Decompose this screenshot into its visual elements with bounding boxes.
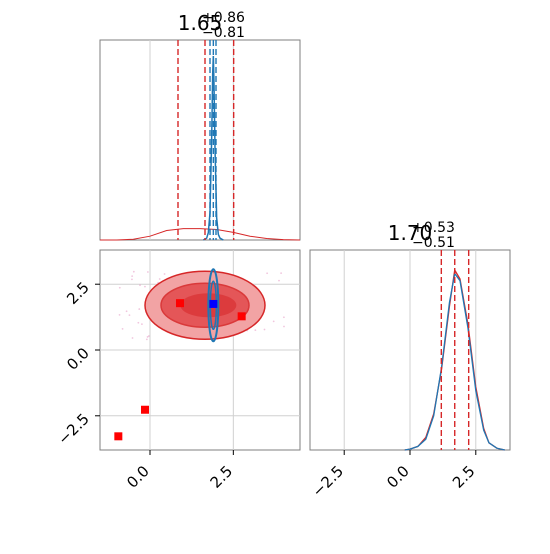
- xtick-label: 2.5: [449, 462, 479, 492]
- title-plus: +0.53: [412, 220, 455, 236]
- scatter-point: [131, 278, 133, 281]
- panel-bottom-right-marks: [404, 250, 505, 451]
- scatter-point: [131, 337, 134, 339]
- scatter-point: [121, 328, 124, 330]
- scatter-point: [266, 272, 269, 275]
- scatter-point: [118, 313, 121, 316]
- scatter-point: [139, 284, 141, 287]
- panel-bottom-left: 0.0 2.5 2.5 0.0 −2.5: [54, 249, 301, 492]
- scatter-point: [278, 279, 280, 282]
- scatter-point: [125, 310, 128, 313]
- xtick-label: 0.0: [123, 462, 153, 492]
- series-red-histogram: [100, 228, 301, 241]
- scatter-point: [144, 285, 146, 288]
- title-value: 1.65: [178, 11, 223, 35]
- scatter-point: [137, 321, 140, 324]
- panel-bottom-right-title: 1.70: [388, 221, 433, 245]
- panel-top-left-marks: [100, 40, 301, 241]
- scatter-point: [138, 308, 141, 310]
- marker-red-square: [176, 299, 184, 308]
- scatter-point: [263, 328, 266, 331]
- marker-red-square: [237, 312, 246, 321]
- xtick-label: 2.5: [207, 462, 237, 492]
- title-value: 1.70: [388, 221, 433, 245]
- xtick-label: 0.0: [383, 462, 413, 492]
- scatter-point: [282, 316, 285, 319]
- scatter-point: [272, 320, 275, 323]
- scatter-point: [147, 335, 150, 337]
- ytick-label: 0.0: [63, 344, 93, 374]
- title-minus: −0.81: [202, 25, 245, 41]
- scatter-point: [146, 336, 149, 338]
- scatter-point: [118, 286, 121, 289]
- scatter-point: [283, 325, 285, 328]
- ytick-label: −2.5: [54, 410, 92, 448]
- panel-top-left-frame: [99, 39, 301, 241]
- panel-bottom-right-ticks: −2.5 0.0 2.5: [309, 450, 479, 501]
- scatter-point: [141, 323, 143, 326]
- scatter-point: [158, 278, 161, 280]
- marker-blue-square: [209, 299, 218, 308]
- panel-top-left-title: 1.65: [178, 11, 223, 35]
- scatter-point: [280, 272, 283, 275]
- scatter-point: [146, 271, 149, 273]
- contour-blue-outer: [207, 268, 220, 343]
- scatter-point: [145, 338, 148, 341]
- panel-bottom-right: −2.5 0.0 2.5 1.70 +0.53 −0.51: [309, 220, 511, 501]
- scatter-point: [131, 275, 134, 277]
- marker-red-square: [141, 405, 149, 414]
- panel-bottom-left-marks: [114, 268, 285, 441]
- xtick-label: −2.5: [309, 462, 347, 500]
- ytick-label: 2.5: [63, 278, 93, 308]
- scatter-point: [163, 273, 166, 275]
- title-minus: −0.51: [412, 235, 455, 251]
- panel-bottom-right-grid: [343, 250, 477, 450]
- scatter-point: [128, 314, 131, 317]
- series-blue-histogram: [202, 55, 224, 241]
- scatter-point: [132, 270, 135, 273]
- marker-red-square: [114, 432, 123, 441]
- panel-top-left: 1.65 +0.86 −0.81: [99, 10, 301, 241]
- scatter-point: [254, 329, 257, 332]
- title-plus: +0.86: [202, 10, 245, 26]
